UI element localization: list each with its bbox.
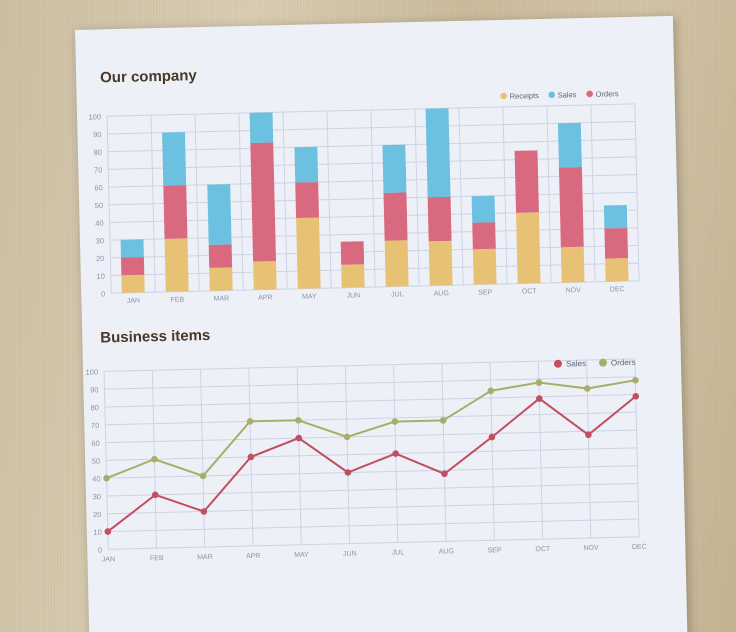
- svg-text:MAR: MAR: [197, 554, 213, 561]
- svg-text:NOV: NOV: [583, 545, 599, 552]
- svg-text:80: 80: [90, 403, 99, 412]
- svg-text:MAY: MAY: [294, 552, 309, 559]
- svg-text:FEB: FEB: [150, 555, 164, 562]
- svg-text:100: 100: [85, 368, 98, 377]
- svg-text:APR: APR: [246, 553, 261, 560]
- svg-text:SEP: SEP: [487, 547, 501, 554]
- svg-text:DEC: DEC: [632, 544, 647, 551]
- svg-text:JUL: JUL: [392, 549, 405, 556]
- svg-text:OCT: OCT: [535, 546, 551, 553]
- svg-text:20: 20: [93, 510, 102, 519]
- svg-text:70: 70: [91, 421, 100, 430]
- svg-text:60: 60: [91, 439, 100, 448]
- svg-text:Sales: Sales: [566, 359, 586, 368]
- svg-text:JUN: JUN: [343, 551, 357, 558]
- svg-text:JAN: JAN: [102, 556, 115, 563]
- svg-text:10: 10: [93, 528, 102, 537]
- svg-text:90: 90: [90, 385, 99, 394]
- svg-text:AUG: AUG: [439, 548, 454, 555]
- svg-text:Orders: Orders: [611, 358, 636, 368]
- svg-text:30: 30: [93, 492, 102, 501]
- svg-text:50: 50: [92, 457, 101, 466]
- svg-text:40: 40: [92, 474, 101, 483]
- svg-text:0: 0: [98, 546, 102, 555]
